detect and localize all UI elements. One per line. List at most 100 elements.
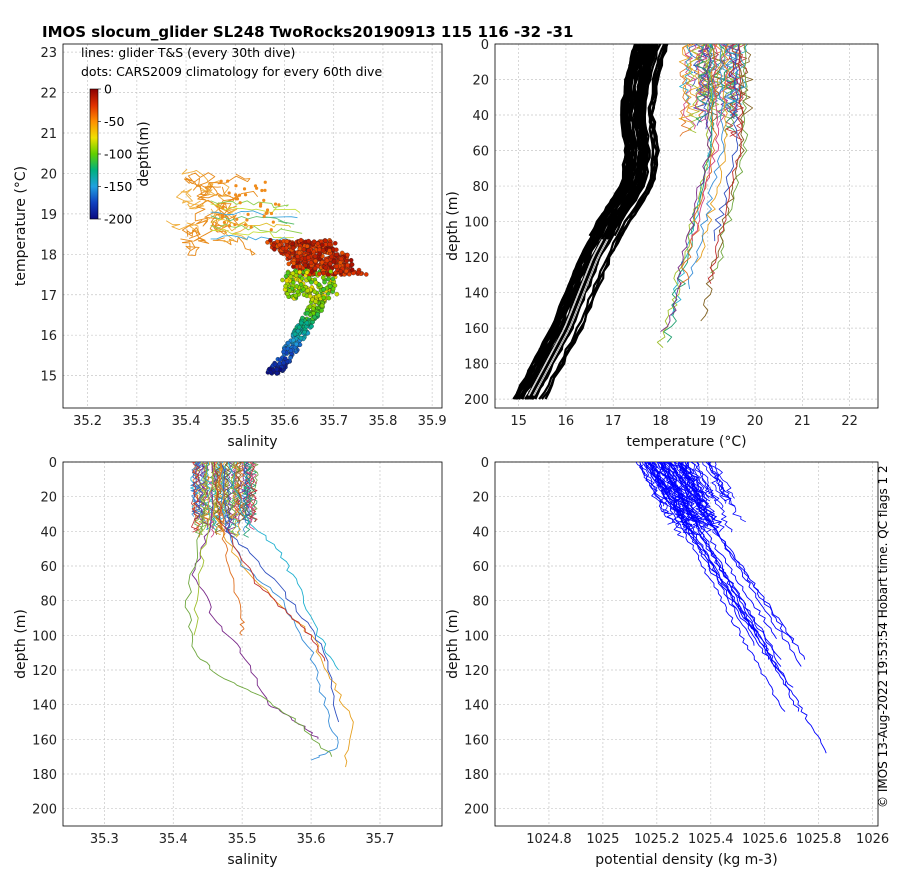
- ts-climatology-dot: [338, 269, 343, 274]
- ts-climatology-dot: [294, 283, 300, 289]
- legend-note-dots: dots: CARS2009 climatology for every 60t…: [81, 64, 382, 79]
- glider-salinity-profile: [246, 462, 255, 530]
- x-tick-label: 35.9: [418, 414, 447, 429]
- x-tick-label: 35.6: [297, 832, 326, 847]
- glider-salinity-profile: [237, 462, 246, 520]
- ts-climatology-dot: [286, 261, 292, 267]
- ts-glider-dot: [269, 228, 273, 232]
- ts-glider-dot: [259, 202, 263, 206]
- ts-climatology-dot: [312, 314, 317, 320]
- glider-salinity-profile: [225, 462, 235, 533]
- ts-climatology-dot: [285, 340, 291, 346]
- ts-climatology-dot: [300, 276, 305, 281]
- ts-climatology-dot: [277, 357, 283, 362]
- x-tick-label: 15: [510, 414, 527, 429]
- glider-density-profile: [684, 462, 707, 502]
- x-tick-label: 17: [605, 414, 622, 429]
- ts-climatology-dot: [304, 320, 310, 326]
- glider-salinity-profile-deep: [220, 462, 340, 723]
- ts-climatology-dot: [297, 250, 302, 256]
- glider-temperature-profile: [711, 44, 726, 98]
- glider-temperature-profile-deep: [660, 44, 712, 333]
- cars-temperature-profile: [512, 44, 639, 400]
- y-tick-label: 0: [481, 456, 489, 471]
- x-tick-label: 35.7: [319, 414, 348, 429]
- ts-climatology-dot: [288, 274, 293, 279]
- y-tick-label: 200: [464, 803, 489, 818]
- ts-climatology-dot: [334, 252, 339, 257]
- ts-glider-dot: [271, 220, 275, 224]
- plot-area: [165, 168, 369, 376]
- y-tick-label: 60: [472, 145, 489, 160]
- ts-climatology-dot: [328, 269, 334, 274]
- colorbar: 0 -50 -100 -150 -200 depth(m): [89, 82, 152, 227]
- glider-salinity-profile: [243, 462, 253, 538]
- ts-climatology-dot: [291, 261, 296, 266]
- ts-climatology-dot: [290, 241, 295, 247]
- glider-density-profile-deep: [643, 462, 794, 688]
- figure-title: IMOS slocum_glider SL248 TwoRocks2019091…: [42, 23, 573, 41]
- y-tick-label: 80: [472, 595, 489, 610]
- y-tick-label: 80: [40, 595, 57, 610]
- ts-climatology-dot: [339, 250, 345, 256]
- colorbar-tick-label: -50: [104, 114, 124, 129]
- glider-temperature-profile-deep: [678, 44, 718, 290]
- ts-glider-dot: [263, 180, 267, 184]
- ts-climatology-dot: [316, 293, 322, 298]
- ts-climatology-dot: [312, 254, 318, 259]
- ts-glider-dot: [277, 203, 281, 207]
- ts-climatology-dot: [312, 266, 318, 271]
- ts-glider-dot: [269, 211, 274, 216]
- ts-climatology-dot: [304, 270, 310, 275]
- ts-glider-dot: [221, 205, 225, 209]
- ts-climatology-dot: [334, 247, 339, 252]
- ts-glider-dot: [227, 224, 231, 228]
- colorbar-tick-label: -200: [104, 212, 132, 227]
- glider-salinity-profile: [249, 462, 258, 523]
- ts-climatology-dot: [283, 356, 288, 361]
- ts-climatology-dot: [323, 265, 328, 270]
- ts-climatology-dot: [285, 270, 291, 276]
- glider-salinity-profile-deep: [193, 462, 215, 636]
- ts-climatology-dot: [284, 278, 290, 284]
- y-axis-label: depth (m): [445, 191, 461, 261]
- ts-climatology-dot: [290, 245, 296, 251]
- ts-glider-dot: [243, 193, 248, 197]
- colorbar-tick-label: 0: [104, 82, 112, 97]
- ts-climatology-dot: [280, 246, 286, 251]
- glider-density-profile-deep: [651, 462, 782, 660]
- ts-glider-line: [180, 188, 201, 208]
- ts-climatology-dot: [331, 259, 337, 265]
- ts-climatology-dot: [310, 306, 316, 311]
- y-tick-label: 100: [464, 216, 489, 231]
- ts-climatology-dot: [349, 262, 355, 267]
- credit-text: © IMOS 13-Aug-2022 19:53:54 Hobart time.…: [876, 465, 890, 808]
- x-axis-label: salinity: [227, 434, 277, 450]
- y-axis-label: temperature (°C): [13, 166, 29, 286]
- ts-glider-dot: [235, 217, 239, 221]
- glider-density-profile-deep: [667, 462, 802, 667]
- glider-density-profile: [702, 462, 727, 504]
- glider-density-profile: [707, 462, 736, 507]
- y-tick-label: 120: [464, 664, 489, 679]
- ts-climatology-dot: [322, 279, 327, 285]
- x-tick-label: 35.3: [122, 414, 151, 429]
- ts-climatology-dot: [321, 287, 326, 292]
- glider-temperature-profile: [719, 44, 735, 137]
- ts-climatology-dot: [356, 269, 361, 275]
- ts-climatology-dot: [294, 341, 299, 347]
- glider-temperature-profile-deep: [710, 44, 749, 274]
- ts-climatology-dot: [328, 284, 333, 289]
- y-tick-label: 18: [40, 248, 57, 263]
- x-tick-label: 1025.6: [742, 832, 788, 847]
- ts-climatology-dot: [272, 361, 278, 367]
- y-tick-label: 40: [472, 109, 489, 124]
- glider-temperature-profile-deep: [695, 44, 730, 263]
- ts-glider-dot: [262, 214, 266, 218]
- ts-climatology-dot: [347, 271, 352, 277]
- colorbar-tick-label: -150: [104, 179, 132, 194]
- ts-climatology-dot: [280, 277, 285, 283]
- ts-glider-dot: [227, 191, 231, 195]
- ts-climatology-dot: [274, 367, 280, 372]
- colorbar-label: depth(m): [136, 121, 152, 186]
